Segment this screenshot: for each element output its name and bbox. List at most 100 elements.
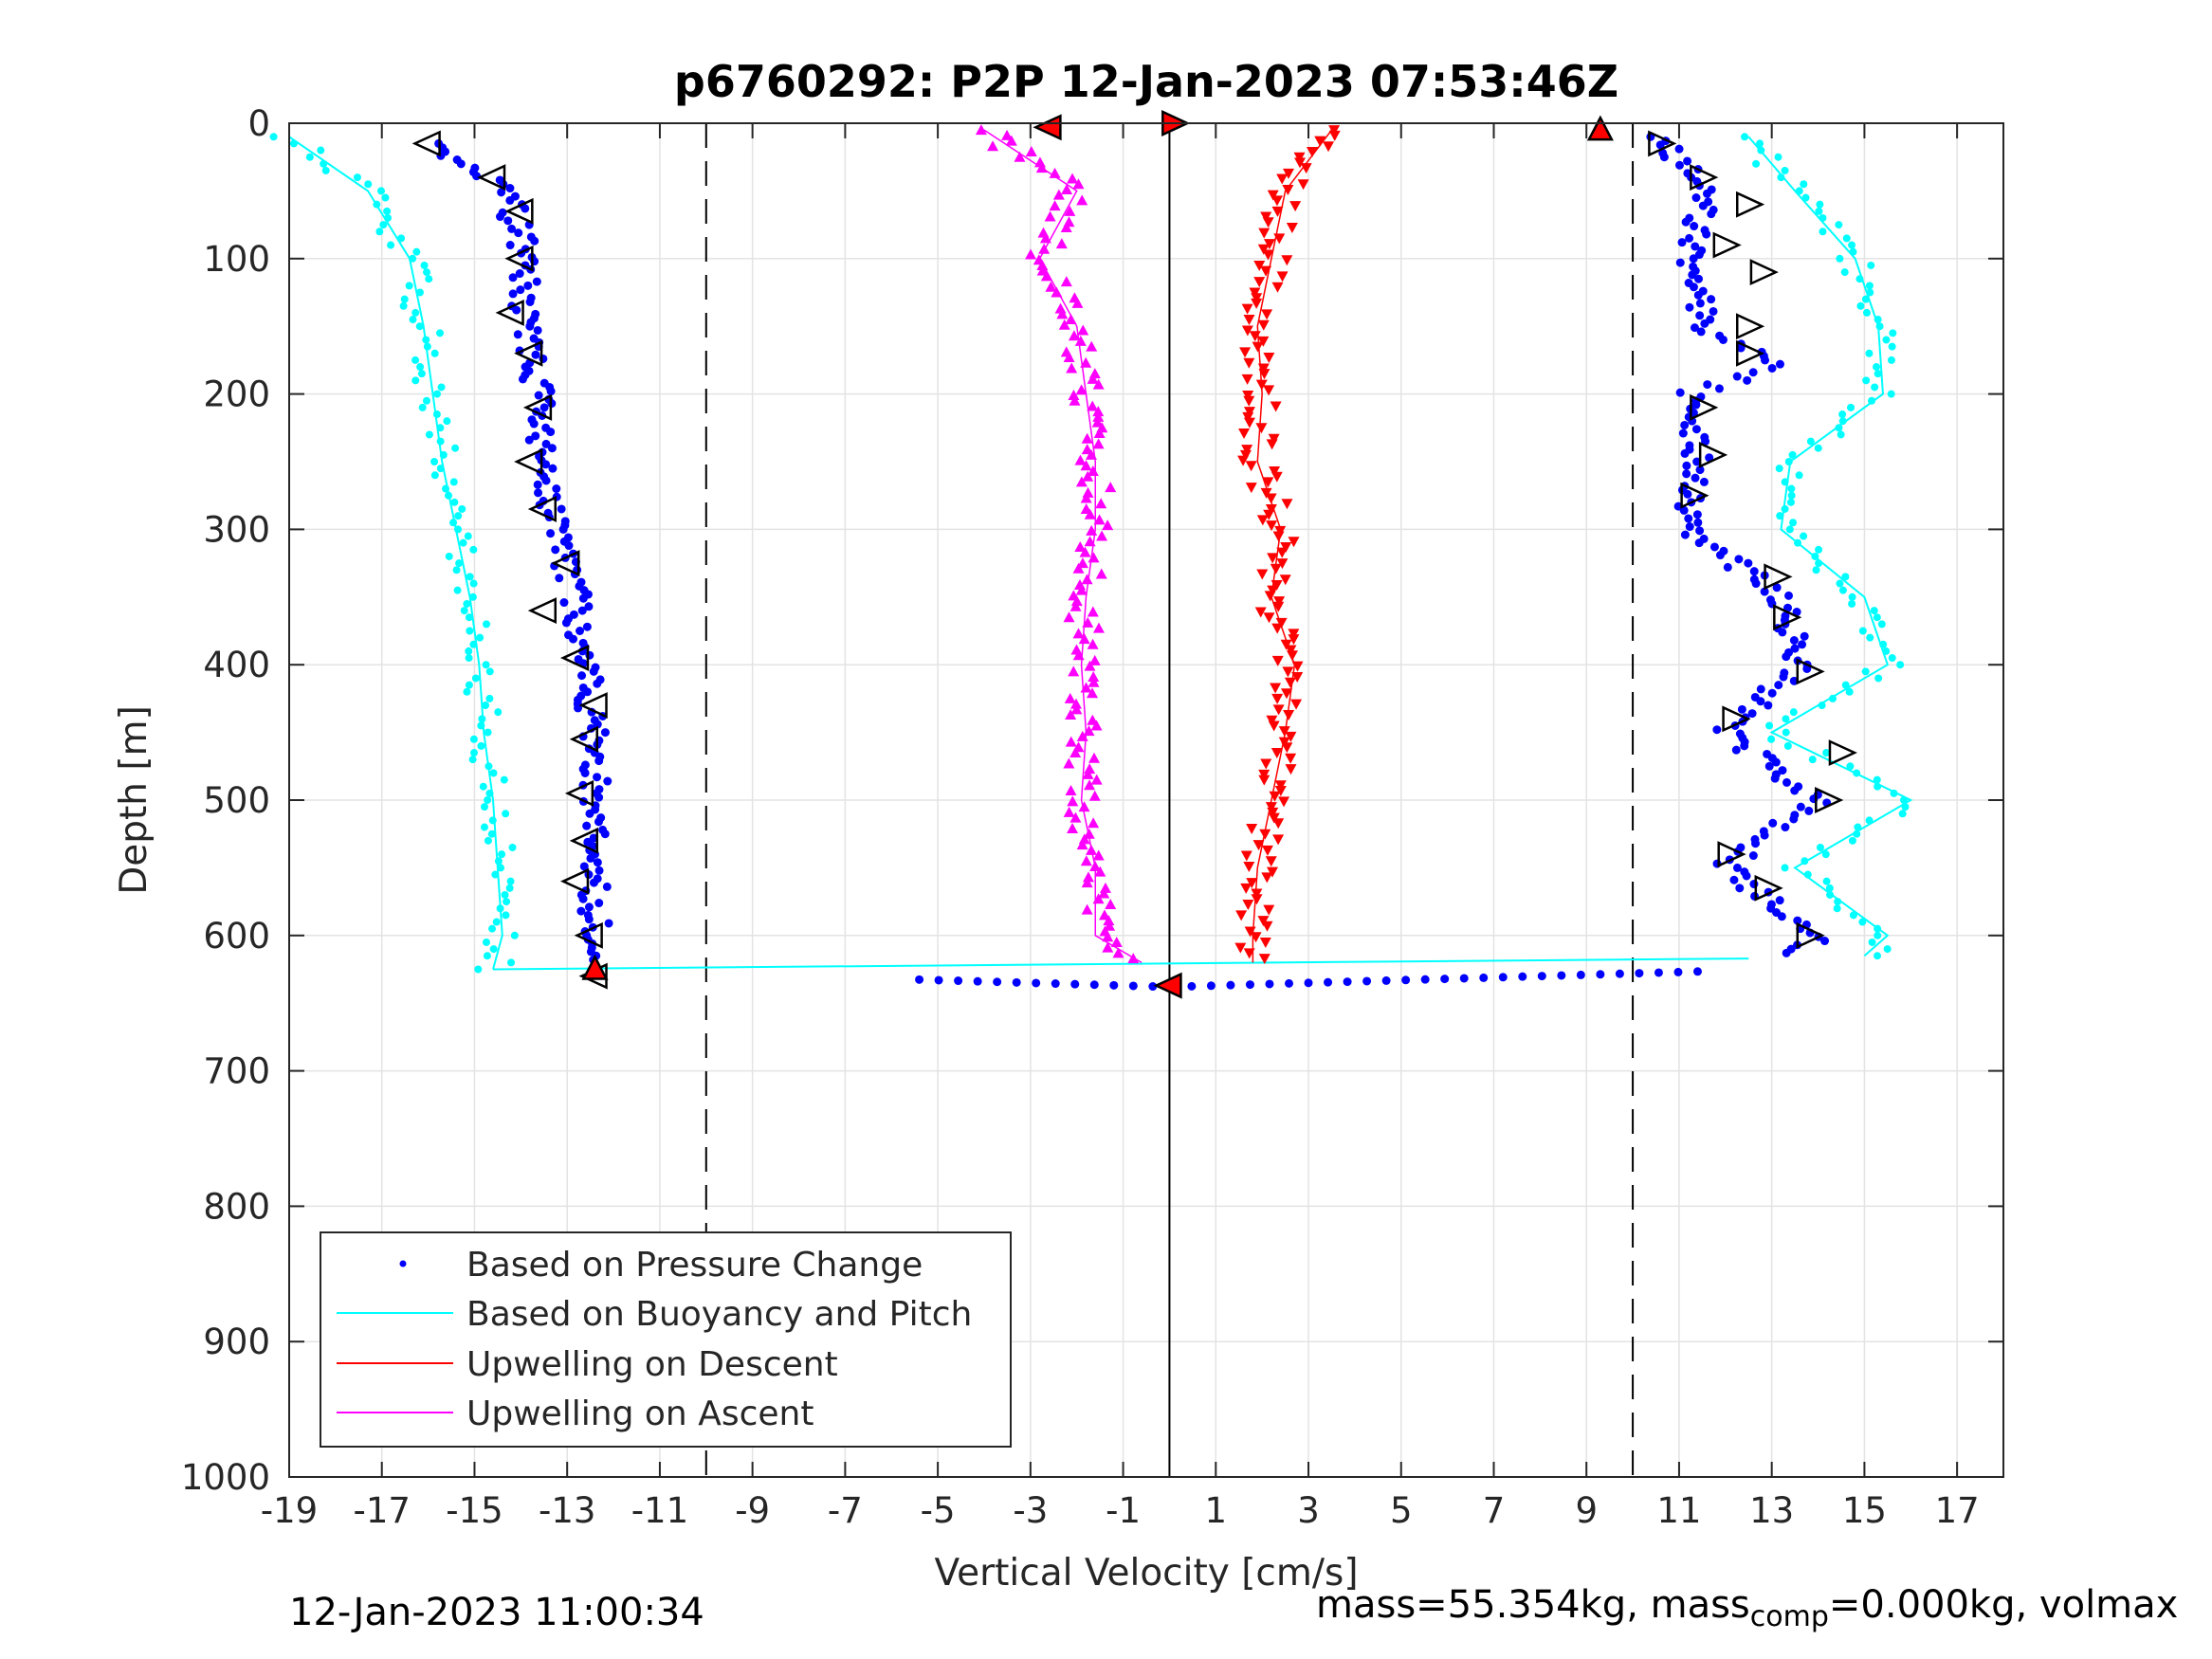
pressure-point xyxy=(1690,323,1699,333)
pressure-point xyxy=(1705,453,1714,463)
buoyancy-point xyxy=(469,545,478,554)
buoyancy-point xyxy=(1873,775,1881,784)
pressure-point xyxy=(603,776,612,786)
descent-upwelling-marker xyxy=(1244,926,1256,938)
pressure-point xyxy=(1689,254,1698,264)
ascent-upwelling-marker xyxy=(1083,828,1095,839)
descent-upwelling-marker xyxy=(1272,531,1285,542)
buoyancy-point xyxy=(1781,864,1789,872)
ascent-upwelling-marker xyxy=(1063,352,1075,363)
descent-upwelling-marker xyxy=(1260,758,1272,770)
pressure-point xyxy=(1729,875,1739,884)
ascent-upwelling-marker xyxy=(1025,145,1037,156)
descent-upwelling-marker xyxy=(1266,715,1278,726)
descent-upwelling-marker xyxy=(1284,677,1296,688)
buoyancy-point xyxy=(443,417,451,426)
buoyancy-point xyxy=(449,519,458,527)
buoyancy-point xyxy=(1795,471,1803,480)
ascent-upwelling-marker xyxy=(1082,470,1094,482)
x-tick-label: 11 xyxy=(1656,1490,1701,1531)
pressure-point xyxy=(576,627,585,635)
buoyancy-point xyxy=(1822,877,1831,885)
descent-upwelling-marker xyxy=(1240,883,1252,894)
x-tick-label: -5 xyxy=(921,1490,956,1531)
buoyancy-point xyxy=(1777,173,1785,182)
descent-upwelling-marker xyxy=(1266,866,1278,878)
descent-upwelling-marker xyxy=(1242,391,1254,402)
ascent-upwelling-marker xyxy=(1091,416,1104,428)
direction-marker xyxy=(522,393,553,421)
pressure-point xyxy=(1694,538,1704,548)
descent-upwelling-marker xyxy=(1263,239,1275,250)
descent-upwelling-marker xyxy=(1270,683,1282,694)
descent-upwelling-marker xyxy=(1255,379,1268,391)
y-tick-label: 700 xyxy=(203,1051,270,1092)
ascent-upwelling-marker xyxy=(1080,855,1092,866)
descent-upwelling-marker xyxy=(1291,672,1304,684)
descent-upwelling-marker xyxy=(1257,336,1270,347)
y-tick-label: 400 xyxy=(203,645,270,685)
descent-upwelling-marker xyxy=(1258,954,1271,965)
buoyancy-point xyxy=(379,221,388,229)
y-tick-label: 0 xyxy=(247,103,270,144)
pressure-point xyxy=(505,241,515,250)
pressure-point xyxy=(515,269,524,279)
descent-upwelling-marker xyxy=(1279,574,1291,586)
pressure-point xyxy=(564,541,574,551)
buoyancy-point xyxy=(436,437,445,446)
pressure-point xyxy=(1677,238,1687,247)
pressure-point xyxy=(1691,242,1700,251)
ascent-upwelling-marker xyxy=(1075,384,1088,395)
ascent-upwelling-marker xyxy=(1110,936,1123,947)
descent-upwelling-marker xyxy=(1265,493,1277,504)
ascent-upwelling-marker xyxy=(1086,340,1098,352)
pressure-point xyxy=(507,224,517,233)
pressure-point xyxy=(1779,672,1788,682)
descent-upwelling-marker xyxy=(1278,796,1290,808)
pressure-point xyxy=(1731,745,1741,755)
direction-marker xyxy=(559,867,590,895)
ascent-upwelling-marker xyxy=(1085,844,1097,855)
ascent-upwelling-marker xyxy=(1049,200,1061,211)
endpoint-marker xyxy=(581,954,609,980)
buoyancy-point xyxy=(1845,687,1854,696)
ascent-upwelling-marker xyxy=(1072,628,1085,639)
pressure-point xyxy=(532,277,541,286)
buoyancy-point xyxy=(1815,559,1823,568)
buoyancy-point xyxy=(476,633,484,642)
buoyancy-point xyxy=(505,884,514,892)
pressure-point xyxy=(534,391,543,400)
ascent-upwelling-marker xyxy=(1060,221,1072,232)
buoyancy-point xyxy=(477,721,485,730)
pressure-point xyxy=(1732,372,1742,381)
pressure-point xyxy=(1673,967,1683,976)
pressure-point xyxy=(1760,830,1769,840)
ascent-upwelling-marker xyxy=(1086,524,1098,536)
buoyancy-point xyxy=(1787,491,1796,500)
descent-upwelling-marker xyxy=(1276,173,1289,185)
pressure-point xyxy=(578,593,588,603)
ascent-upwelling-marker xyxy=(1074,335,1087,346)
direction-marker xyxy=(1680,482,1709,509)
ascent-upwelling-marker xyxy=(1082,768,1094,779)
buoyancy-point xyxy=(500,775,508,784)
descent-upwelling-marker xyxy=(1251,298,1263,309)
pressure-point xyxy=(1051,979,1060,989)
descent-upwelling-marker xyxy=(1253,277,1266,288)
buoyancy-point xyxy=(430,458,439,465)
buoyancy-point xyxy=(1846,762,1855,771)
descent-upwelling-marker xyxy=(1241,303,1253,315)
ascent-upwelling-marker xyxy=(1068,330,1080,341)
buoyancy-point xyxy=(482,702,490,710)
y-tick-label: 1000 xyxy=(181,1457,270,1498)
ascent-upwelling-marker xyxy=(1074,454,1087,465)
buoyancy-point xyxy=(1874,931,1882,939)
ascent-upwelling-marker xyxy=(1090,774,1103,785)
ascent-upwelling-marker xyxy=(1014,151,1026,162)
buoyancy-point xyxy=(479,782,487,791)
buoyancy-point xyxy=(411,376,420,385)
pressure-point xyxy=(1685,522,1694,532)
descent-upwelling-marker xyxy=(1286,222,1298,233)
buoyancy-point xyxy=(451,444,460,452)
ascent-upwelling-marker xyxy=(1075,584,1088,595)
